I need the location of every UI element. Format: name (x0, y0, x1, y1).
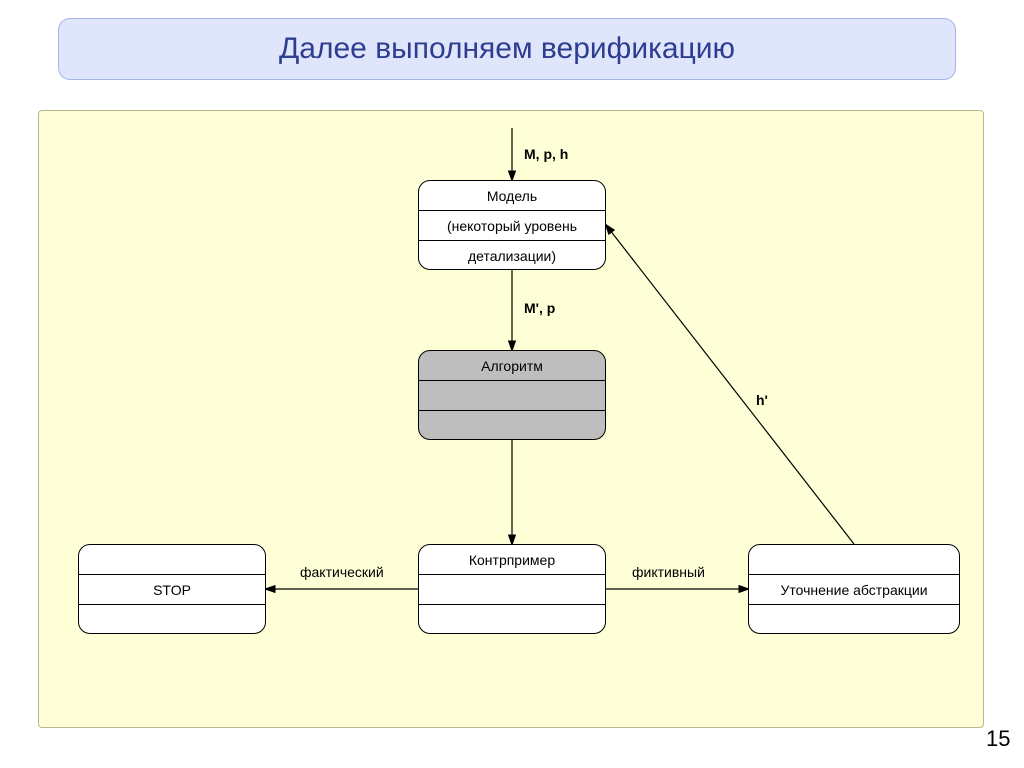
node-model: Модель (некоторый уровень детализации) (418, 180, 606, 270)
edge-label: M, p, h (524, 146, 568, 162)
node-model-row-2: детализации) (419, 241, 605, 271)
node-refine: Уточнение абстракции (748, 544, 960, 634)
node-stop-row-2 (79, 605, 265, 635)
page-number: 15 (986, 726, 1010, 752)
node-model-row-0: Модель (419, 181, 605, 211)
edge-label: фиктивный (632, 564, 705, 580)
node-stop-row-1: STOP (79, 575, 265, 605)
node-algorithm-row-2 (419, 411, 605, 441)
node-counterexample: Контрпример (418, 544, 606, 634)
node-counterexample-row-1 (419, 575, 605, 605)
edge-label: фактический (300, 564, 384, 580)
edge-label: h' (756, 392, 768, 408)
node-counterexample-row-0: Контрпример (419, 545, 605, 575)
title-text: Далее выполняем верификацию (279, 32, 735, 66)
node-counterexample-row-2 (419, 605, 605, 635)
node-algorithm: Алгоритм (418, 350, 606, 440)
node-algorithm-row-1 (419, 381, 605, 411)
node-refine-row-2 (749, 605, 959, 635)
node-stop: STOP (78, 544, 266, 634)
edge-label: M', p (524, 300, 555, 316)
node-refine-row-0 (749, 545, 959, 575)
node-refine-row-1: Уточнение абстракции (749, 575, 959, 605)
node-algorithm-row-0: Алгоритм (419, 351, 605, 381)
title-banner: Далее выполняем верификацию (58, 18, 956, 80)
node-model-row-1: (некоторый уровень (419, 211, 605, 241)
node-stop-row-0 (79, 545, 265, 575)
